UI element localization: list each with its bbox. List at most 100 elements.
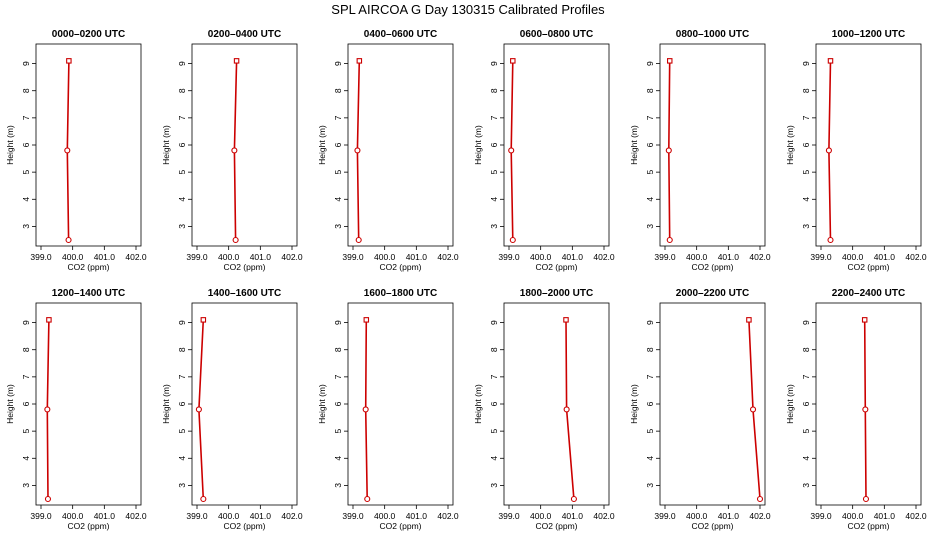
y-tick-label: 7 — [645, 115, 655, 120]
y-axis-label: Height (m) — [5, 125, 15, 165]
x-tick-label: 400.0 — [218, 252, 240, 262]
x-axis-label: CO2 (ppm) — [223, 262, 265, 272]
y-axis-label: Height (m) — [473, 125, 483, 165]
panels-group: 0000–0200 UTC 399.0 400.0 401.0 402.0 3 4 5 6 7 8 9… — [5, 29, 927, 531]
data-point-circle — [231, 147, 238, 154]
x-tick-label: 402.0 — [437, 252, 459, 262]
y-tick-label: 4 — [489, 197, 499, 202]
x-tick-label: 402.0 — [125, 511, 147, 521]
y-tick-label: 7 — [489, 374, 499, 379]
x-tick-label: 399.0 — [186, 511, 208, 521]
panel-title: 2200–2400 UTC — [832, 288, 905, 299]
y-tick-label: 4 — [333, 456, 343, 461]
y-axis-label: Height (m) — [317, 384, 327, 424]
profile-panel: 0000–0200 UTC 399.0 400.0 401.0 402.0 3 4 5 6 7 8 9… — [5, 29, 147, 272]
profile-panel: 1200–1400 UTC 399.0 400.0 401.0 402.0 3 4 5 6 7 8 9… — [5, 288, 147, 531]
x-tick-label: 399.0 — [186, 252, 208, 262]
x-tick-label: 400.0 — [218, 511, 240, 521]
y-tick-label: 8 — [801, 347, 811, 352]
data-point-circle — [362, 406, 369, 413]
x-tick-label: 401.0 — [718, 252, 740, 262]
y-tick-label: 7 — [333, 374, 343, 379]
data-point-square — [46, 317, 52, 323]
y-tick-label: 6 — [21, 142, 31, 147]
y-tick-label: 4 — [333, 197, 343, 202]
y-tick-label: 3 — [21, 224, 31, 229]
y-tick-label: 9 — [645, 320, 655, 325]
panel-title: 1800–2000 UTC — [520, 288, 593, 299]
y-tick-label: 5 — [177, 429, 187, 434]
y-tick-label: 5 — [333, 429, 343, 434]
data-point-circle — [827, 236, 834, 244]
x-axis-label: CO2 (ppm) — [379, 262, 421, 272]
y-tick-label: 7 — [21, 115, 31, 120]
y-tick-label: 3 — [489, 224, 499, 229]
panel-title: 2000–2200 UTC — [676, 288, 749, 299]
data-point-square — [200, 317, 207, 323]
y-tick-label: 5 — [333, 170, 343, 175]
y-tick-label: 4 — [801, 197, 811, 202]
y-tick-label: 7 — [801, 374, 811, 379]
panel-title: 0000–0200 UTC — [52, 29, 125, 40]
y-tick-label: 3 — [645, 483, 655, 488]
plot-frame — [347, 43, 454, 247]
plot-frame — [191, 43, 298, 247]
x-axis-label: CO2 (ppm) — [379, 521, 421, 531]
data-point-circle — [665, 147, 672, 154]
data-point-circle — [232, 236, 239, 244]
x-tick-label: 399.0 — [498, 252, 520, 262]
panel-title: 0800–1000 UTC — [676, 29, 749, 40]
panel-title: 1600–1800 UTC — [364, 288, 437, 299]
x-tick-label: 400.0 — [530, 252, 552, 262]
data-point-circle — [563, 406, 570, 413]
y-tick-label: 4 — [21, 197, 31, 202]
profile-panel: 1000–1200 UTC 399.0 400.0 401.0 402.0 3 4 5 6 7 8 9… — [785, 29, 927, 272]
data-point-circle — [355, 236, 362, 244]
y-tick-label: 6 — [333, 401, 343, 406]
x-tick-label: 402.0 — [281, 252, 303, 262]
y-tick-label: 3 — [645, 224, 655, 229]
y-tick-label: 5 — [21, 170, 31, 175]
x-tick-label: 400.0 — [530, 511, 552, 521]
plot-frame — [659, 43, 766, 247]
x-tick-label: 402.0 — [749, 252, 771, 262]
x-tick-label: 402.0 — [593, 511, 615, 521]
y-tick-label: 4 — [645, 197, 655, 202]
y-tick-label: 8 — [645, 347, 655, 352]
x-tick-label: 401.0 — [94, 511, 116, 521]
plot-frame — [815, 302, 922, 506]
x-tick-label: 399.0 — [30, 511, 52, 521]
y-tick-label: 5 — [645, 170, 655, 175]
y-axis-label: Height (m) — [785, 384, 795, 424]
x-tick-label: 402.0 — [905, 252, 927, 262]
y-tick-label: 6 — [645, 142, 655, 147]
y-tick-label: 5 — [489, 429, 499, 434]
x-tick-label: 402.0 — [593, 252, 615, 262]
y-axis-label: Height (m) — [629, 125, 639, 165]
y-tick-label: 4 — [801, 456, 811, 461]
y-tick-label: 9 — [801, 61, 811, 66]
x-tick-label: 400.0 — [62, 511, 84, 521]
y-axis-label: Height (m) — [473, 384, 483, 424]
x-axis-label: CO2 (ppm) — [691, 521, 733, 531]
data-point-circle — [508, 147, 515, 154]
y-tick-label: 3 — [21, 483, 31, 488]
y-tick-label: 8 — [489, 88, 499, 93]
x-tick-label: 402.0 — [125, 252, 147, 262]
y-tick-label: 8 — [21, 88, 31, 93]
y-tick-label: 6 — [333, 142, 343, 147]
panel-title: 0400–0600 UTC — [364, 29, 437, 40]
data-point-circle — [200, 495, 207, 503]
x-tick-label: 400.0 — [686, 511, 708, 521]
y-tick-label: 6 — [801, 142, 811, 147]
y-axis-label: Height (m) — [5, 384, 15, 424]
y-tick-label: 9 — [177, 320, 187, 325]
x-tick-label: 400.0 — [374, 511, 396, 521]
y-tick-label: 8 — [333, 88, 343, 93]
data-point-circle — [749, 406, 757, 413]
x-tick-label: 402.0 — [437, 511, 459, 521]
x-tick-label: 401.0 — [406, 252, 428, 262]
data-point-square — [233, 58, 240, 64]
plot-frame — [191, 302, 298, 506]
